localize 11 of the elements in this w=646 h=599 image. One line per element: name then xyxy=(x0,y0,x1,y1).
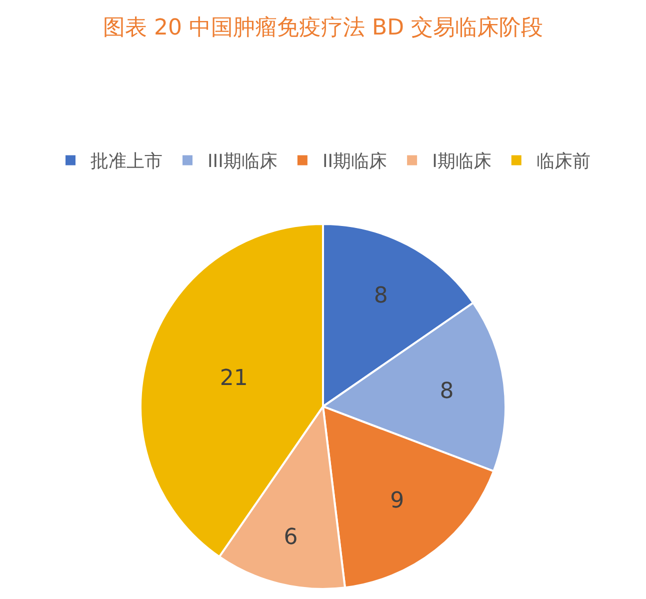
data-label: 8 xyxy=(440,378,454,404)
data-label: 9 xyxy=(390,488,404,514)
legend-label: III期临床 xyxy=(208,151,278,172)
legend-label: I期临床 xyxy=(432,151,492,172)
data-label: 6 xyxy=(284,524,298,550)
data-label: 8 xyxy=(374,284,388,309)
chart-title: 图表 20 中国肿瘤免疫疗法 BD 交易临床阶段 xyxy=(103,16,543,41)
data-label: 21 xyxy=(220,366,248,392)
legend-label: 批准上市 xyxy=(90,151,162,172)
legend-label: 临床前 xyxy=(536,151,590,172)
legend-label: II期临床 xyxy=(322,151,388,172)
